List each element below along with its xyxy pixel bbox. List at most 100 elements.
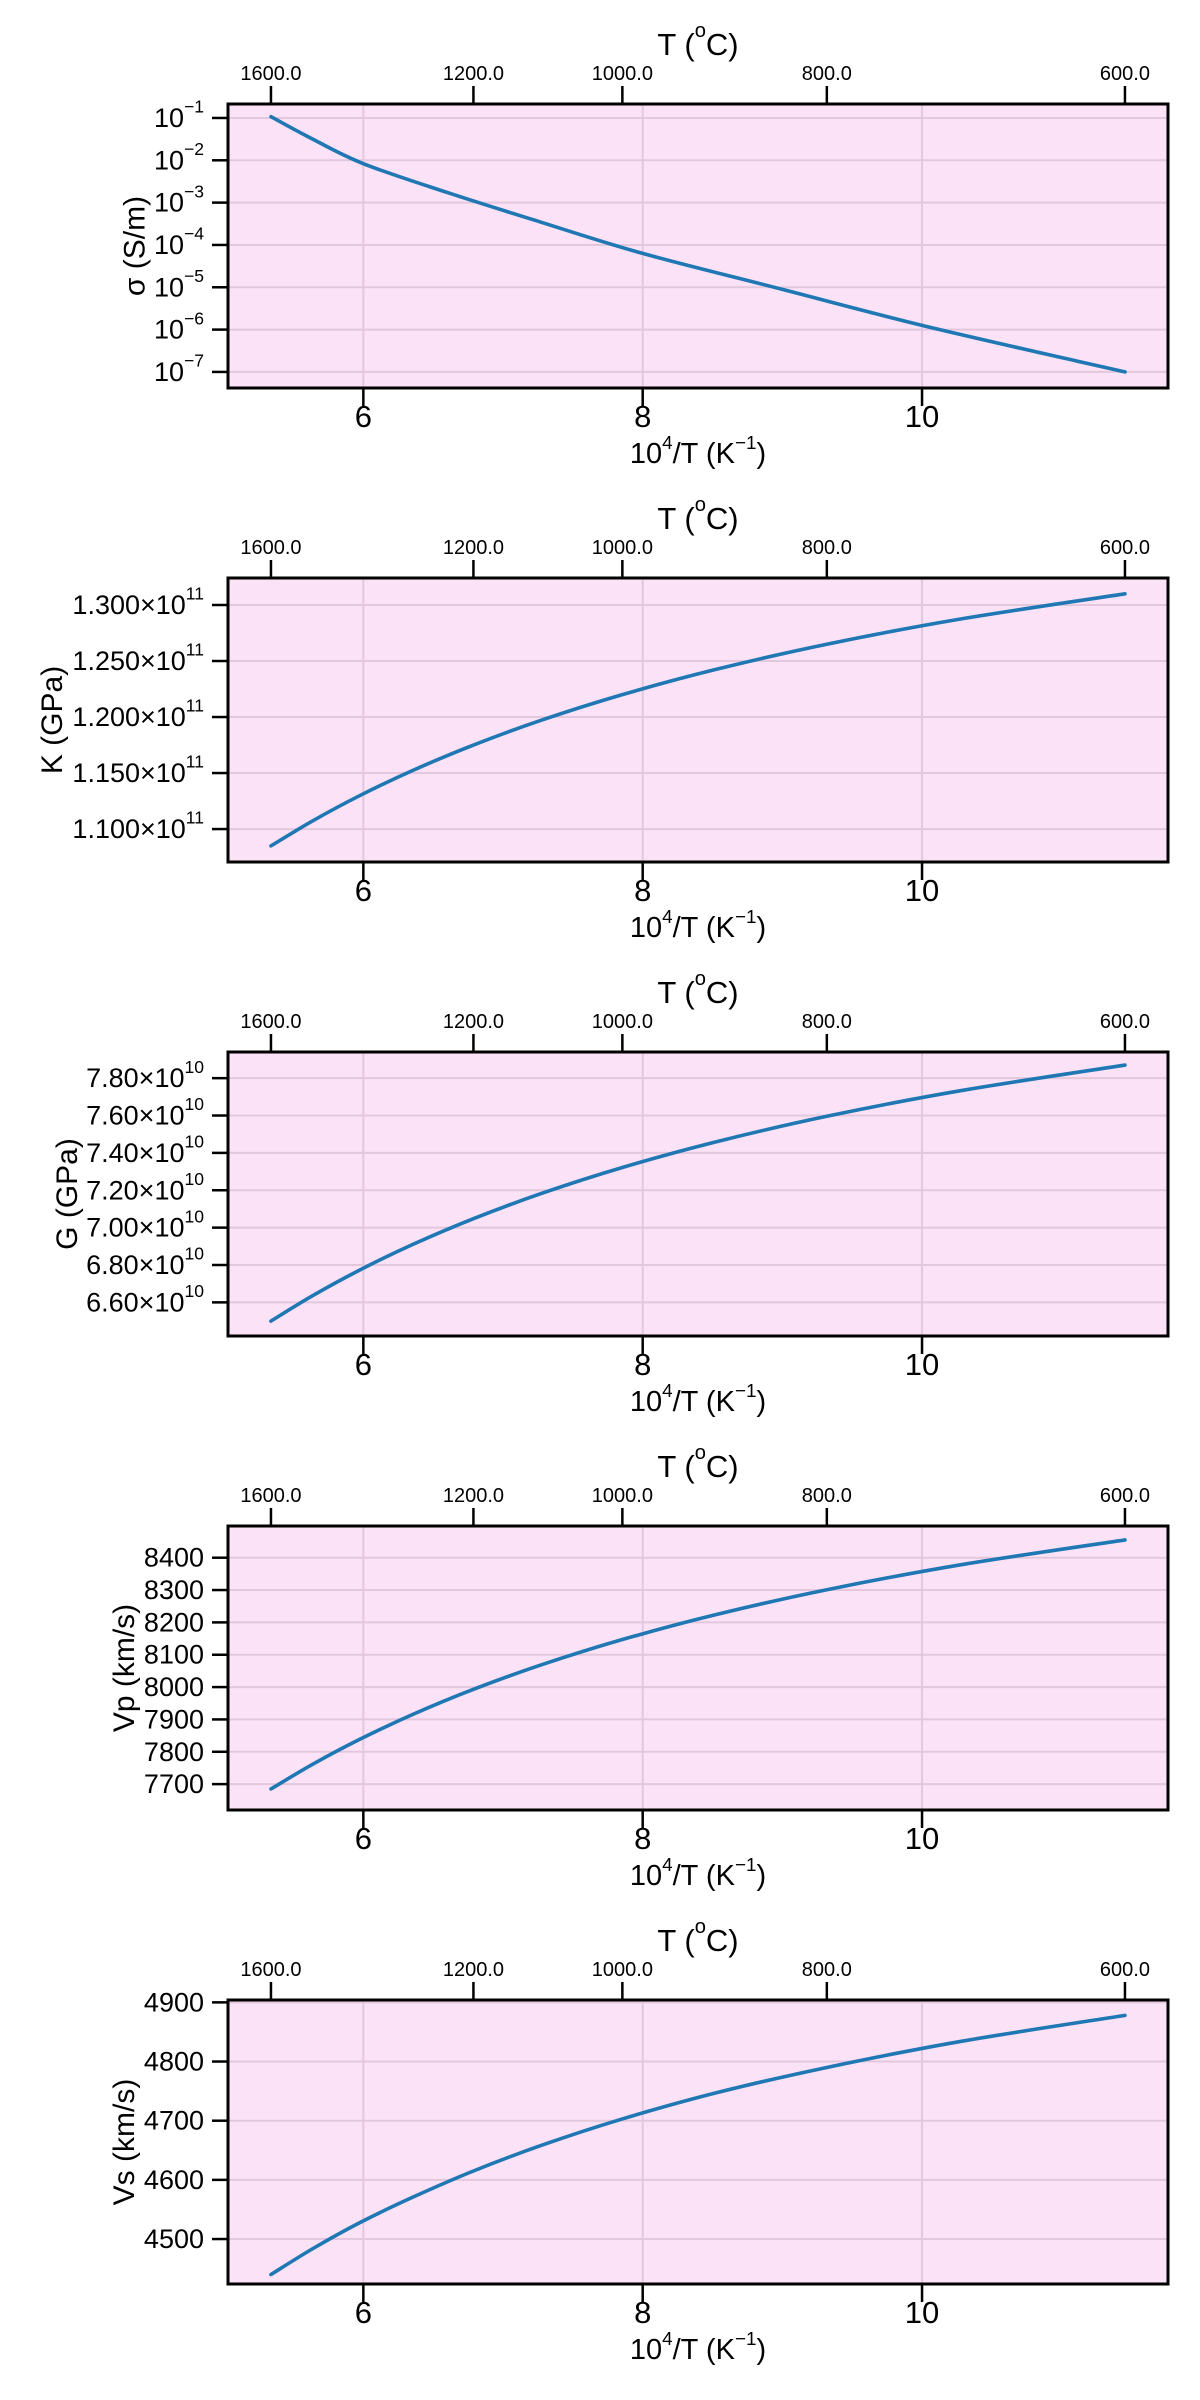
y-tick-label: 7.80×1010 xyxy=(86,1057,204,1093)
top-tick-label: 1600.0 xyxy=(240,1011,301,1033)
vp-chart-canvas: T (oC) 1600.0 1200.0 1000.0 800.0 600.0 6 8 10 10… xyxy=(107,1442,1170,1892)
bulk-modulus-chart-canvas: T (oC) 1600.0 1200.0 1000.0 800.0 600.0 6 8 10 10… xyxy=(35,494,1170,944)
top-tick-label: 1600.0 xyxy=(240,1485,301,1507)
x-tick-label: 10 xyxy=(905,2295,939,2330)
top-tick-label: 600.0 xyxy=(1100,537,1150,559)
y-tick-label: 10−2 xyxy=(154,139,204,175)
y-tick-label: 10−5 xyxy=(154,266,204,302)
x-tick-label: 6 xyxy=(355,399,372,434)
y-tick-label: 10−7 xyxy=(154,351,204,387)
y-axis-label: G (GPa) xyxy=(50,1138,83,1250)
plot-background xyxy=(228,578,1168,862)
top-tick-label: 1000.0 xyxy=(592,1959,653,1981)
plot-background xyxy=(228,2000,1168,2284)
top-tick-label: 800.0 xyxy=(802,1485,852,1507)
top-tick-label: 1000.0 xyxy=(592,63,653,85)
y-tick-label: 7.40×1010 xyxy=(86,1132,204,1168)
y-tick-label: 7.60×1010 xyxy=(86,1094,204,1130)
top-tick-label: 1600.0 xyxy=(240,63,301,85)
top-tick-label: 1200.0 xyxy=(443,1959,504,1981)
y-tick-label: 7700 xyxy=(144,1769,204,1799)
y-tick-label: 10−6 xyxy=(154,308,204,344)
top-tick-label: 800.0 xyxy=(802,537,852,559)
y-tick-label: 7800 xyxy=(144,1737,204,1767)
y-tick-label: 1.150×1011 xyxy=(72,752,204,788)
top-tick-label: 800.0 xyxy=(802,1959,852,1981)
series-line-K xyxy=(269,592,1127,848)
plot-spines xyxy=(226,576,1170,864)
x-tick-label: 6 xyxy=(355,873,372,908)
y-tick-label: 8100 xyxy=(144,1640,204,1670)
subplot-shear-modulus: G (GPa) T (oC) 1600.0 1200.0 1000.0 800.0 600… xyxy=(0,948,1200,1422)
vs-chart-canvas: T (oC) 1600.0 1200.0 1000.0 800.0 600.0 6 8 10 10… xyxy=(107,1916,1170,2366)
plot-background xyxy=(228,104,1168,388)
series-line-G xyxy=(269,1063,1127,1323)
top-axis-title: T (oC) xyxy=(657,1916,738,1958)
top-axis-title: T (oC) xyxy=(657,968,738,1010)
y-tick-label: 1.250×1011 xyxy=(72,640,204,676)
y-tick-label: 10−1 xyxy=(154,97,204,133)
top-tick-label: 1200.0 xyxy=(443,537,504,559)
top-tick-label: 1200.0 xyxy=(443,63,504,85)
x-tick-label: 6 xyxy=(355,1821,372,1856)
series-line-Vp xyxy=(269,1538,1127,1791)
top-tick-label: 1200.0 xyxy=(443,1011,504,1033)
top-axis-title: T (oC) xyxy=(657,1442,738,1484)
y-tick-label: 1.100×1011 xyxy=(72,808,204,844)
x-axis-label: 104/T (K−1) xyxy=(630,2327,766,2366)
y-tick-label: 10−4 xyxy=(154,224,204,260)
x-tick-label: 6 xyxy=(355,2295,372,2330)
x-axis-label: 104/T (K−1) xyxy=(630,1379,766,1418)
top-tick-label: 1600.0 xyxy=(240,1959,301,1981)
top-tick-label: 1200.0 xyxy=(443,1485,504,1507)
x-tick-label: 8 xyxy=(634,2295,651,2330)
y-tick-label: 4900 xyxy=(144,1987,204,2017)
subplot-vs: Vs (km/s) T (oC) 1600.0 1200.0 1000.0 800.0 6… xyxy=(0,1896,1200,2370)
series-line-sigma xyxy=(269,114,1127,374)
y-tick-label: 4700 xyxy=(144,2106,204,2136)
top-tick-label: 1000.0 xyxy=(592,1485,653,1507)
y-tick-label: 7.00×1010 xyxy=(86,1206,204,1242)
x-axis-label: 104/T (K−1) xyxy=(630,905,766,944)
sigma-chart-canvas: T (oC) 1600.0 1200.0 1000.0 800.0 600.0 6 8 10 10… xyxy=(118,20,1170,470)
y-tick-label: 7900 xyxy=(144,1704,204,1734)
x-tick-label: 10 xyxy=(905,399,939,434)
x-axis-label: 104/T (K−1) xyxy=(630,1853,766,1892)
subplot-bulk-modulus: K (GPa) T (oC) 1600.0 1200.0 1000.0 800.0 600… xyxy=(0,474,1200,948)
subplot-sigma: σ (S/m) T (oC) 1600.0 1200.0 1000.0 800.0 600… xyxy=(0,0,1200,474)
y-tick-label: 8300 xyxy=(144,1575,204,1605)
x-tick-label: 8 xyxy=(634,1821,651,1856)
y-tick-label: 8400 xyxy=(144,1543,204,1573)
y-axis-label: Vp (km/s) xyxy=(107,1604,140,1732)
y-tick-label: 4600 xyxy=(144,2165,204,2195)
top-tick-label: 600.0 xyxy=(1100,1485,1150,1507)
shear-modulus-chart-canvas: T (oC) 1600.0 1200.0 1000.0 800.0 600.0 6 8 10 10… xyxy=(50,968,1170,1418)
y-tick-label: 4800 xyxy=(144,2047,204,2077)
top-tick-label: 1000.0 xyxy=(592,1011,653,1033)
top-tick-label: 1000.0 xyxy=(592,537,653,559)
top-tick-label: 600.0 xyxy=(1100,63,1150,85)
plot-spines xyxy=(226,1524,1170,1812)
plot-spines xyxy=(226,1050,1170,1338)
series-line-Vs xyxy=(269,2013,1127,2277)
x-tick-label: 8 xyxy=(634,1347,651,1382)
y-tick-label: 6.60×1010 xyxy=(86,1281,204,1317)
plot-background xyxy=(228,1052,1168,1336)
x-axis-label: 104/T (K−1) xyxy=(630,431,766,470)
y-axis-label: Vs (km/s) xyxy=(107,2079,140,2206)
top-tick-label: 1600.0 xyxy=(240,537,301,559)
top-tick-label: 600.0 xyxy=(1100,1011,1150,1033)
x-tick-label: 8 xyxy=(634,399,651,434)
y-tick-label: 7.20×1010 xyxy=(86,1169,204,1205)
top-tick-label: 600.0 xyxy=(1100,1959,1150,1981)
y-tick-label: 4500 xyxy=(144,2224,204,2254)
y-tick-label: 1.200×1011 xyxy=(72,696,204,732)
x-tick-label: 6 xyxy=(355,1347,372,1382)
x-tick-label: 10 xyxy=(905,1347,939,1382)
plot-background xyxy=(228,1526,1168,1810)
top-axis-title: T (oC) xyxy=(657,20,738,62)
x-tick-label: 8 xyxy=(634,873,651,908)
top-tick-label: 800.0 xyxy=(802,1011,852,1033)
y-tick-label: 8200 xyxy=(144,1607,204,1637)
